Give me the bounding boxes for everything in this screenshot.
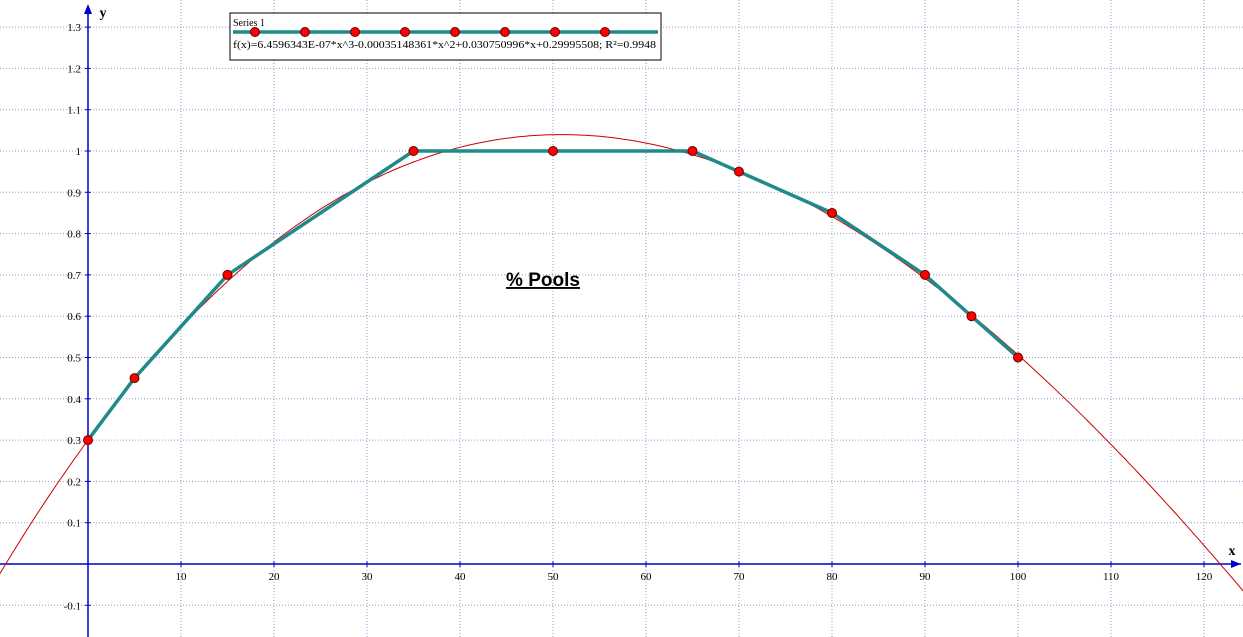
- y-axis-label: y: [100, 6, 107, 21]
- y-tick-label: 0.7: [67, 270, 81, 282]
- legend-marker-sample: [550, 27, 560, 37]
- data-point: [129, 373, 140, 384]
- chart-title: % Pools: [506, 270, 580, 291]
- x-tick-label: 90: [920, 571, 932, 583]
- y-tick-label: 0.9: [67, 187, 81, 199]
- legend-marker-sample: [450, 27, 460, 37]
- data-point: [83, 435, 93, 446]
- legend-marker-sample: [300, 27, 310, 37]
- data-point: [966, 311, 977, 322]
- y-tick-label: 1.3: [67, 22, 81, 34]
- legend-series-name: Series 1: [233, 18, 265, 29]
- data-point: [222, 269, 233, 280]
- tick-labels: 10 20 30 40 50 60 70 80 90 100 110 120 -0.1 0.1 0.2 0.3…: [64, 22, 1213, 612]
- y-tick-label: 1: [76, 146, 82, 158]
- y-tick-label: 0.6: [67, 311, 81, 323]
- y-tick-label: 0.3: [67, 435, 81, 447]
- x-tick-label: 20: [269, 571, 281, 583]
- x-tick-label: 80: [827, 571, 839, 583]
- legend-box: [229, 12, 662, 61]
- data-point: [687, 146, 698, 156]
- data-point: [408, 146, 419, 156]
- legend: Series 1 f(x)=6.4596343E-07*x^3-0.0003514…: [229, 12, 662, 61]
- x-tick-label: 40: [455, 571, 467, 583]
- y-axis-arrow-icon: [84, 4, 92, 14]
- y-tick-label: 1.1: [67, 105, 81, 117]
- y-tick-label: 1.2: [67, 63, 81, 75]
- y-tick-label: 0.5: [67, 353, 81, 365]
- data-point: [734, 166, 744, 177]
- y-tick-label: 0.2: [67, 476, 81, 488]
- data-point: [827, 207, 837, 218]
- data-point: [548, 146, 558, 156]
- x-tick-label: 50: [548, 571, 560, 583]
- data-point: [920, 269, 930, 280]
- x-tick-label: 110: [1103, 571, 1120, 583]
- y-tick-label: 0.4: [67, 394, 81, 406]
- y-tick-label: -0.1: [64, 600, 81, 612]
- series-1: [83, 146, 1023, 446]
- legend-trendline-label: f(x)=6.4596343E-07*x^3-0.00035148361*x^2…: [233, 39, 657, 51]
- trendline-curve: [0, 134, 1243, 592]
- axes: xy: [0, 4, 1241, 637]
- y-tick-label: 0.8: [67, 229, 81, 241]
- data-point: [1013, 352, 1023, 363]
- legend-marker-sample: [250, 27, 260, 37]
- y-tick-label: 0.1: [67, 518, 81, 530]
- x-tick-label: 30: [362, 571, 374, 583]
- legend-marker-sample: [500, 27, 510, 37]
- legend-marker-sample: [600, 27, 610, 37]
- x-axis-arrow-icon: [1231, 560, 1241, 568]
- x-axis-label: x: [1229, 544, 1236, 559]
- legend-marker-sample: [350, 27, 360, 37]
- x-tick-label: 100: [1010, 571, 1027, 583]
- x-tick-label: 120: [1196, 571, 1213, 583]
- x-tick-label: 60: [641, 571, 653, 583]
- trendline: [0, 134, 1243, 592]
- x-tick-label: 70: [734, 571, 746, 583]
- x-tick-label: 10: [176, 571, 188, 583]
- legend-marker-sample: [400, 27, 410, 37]
